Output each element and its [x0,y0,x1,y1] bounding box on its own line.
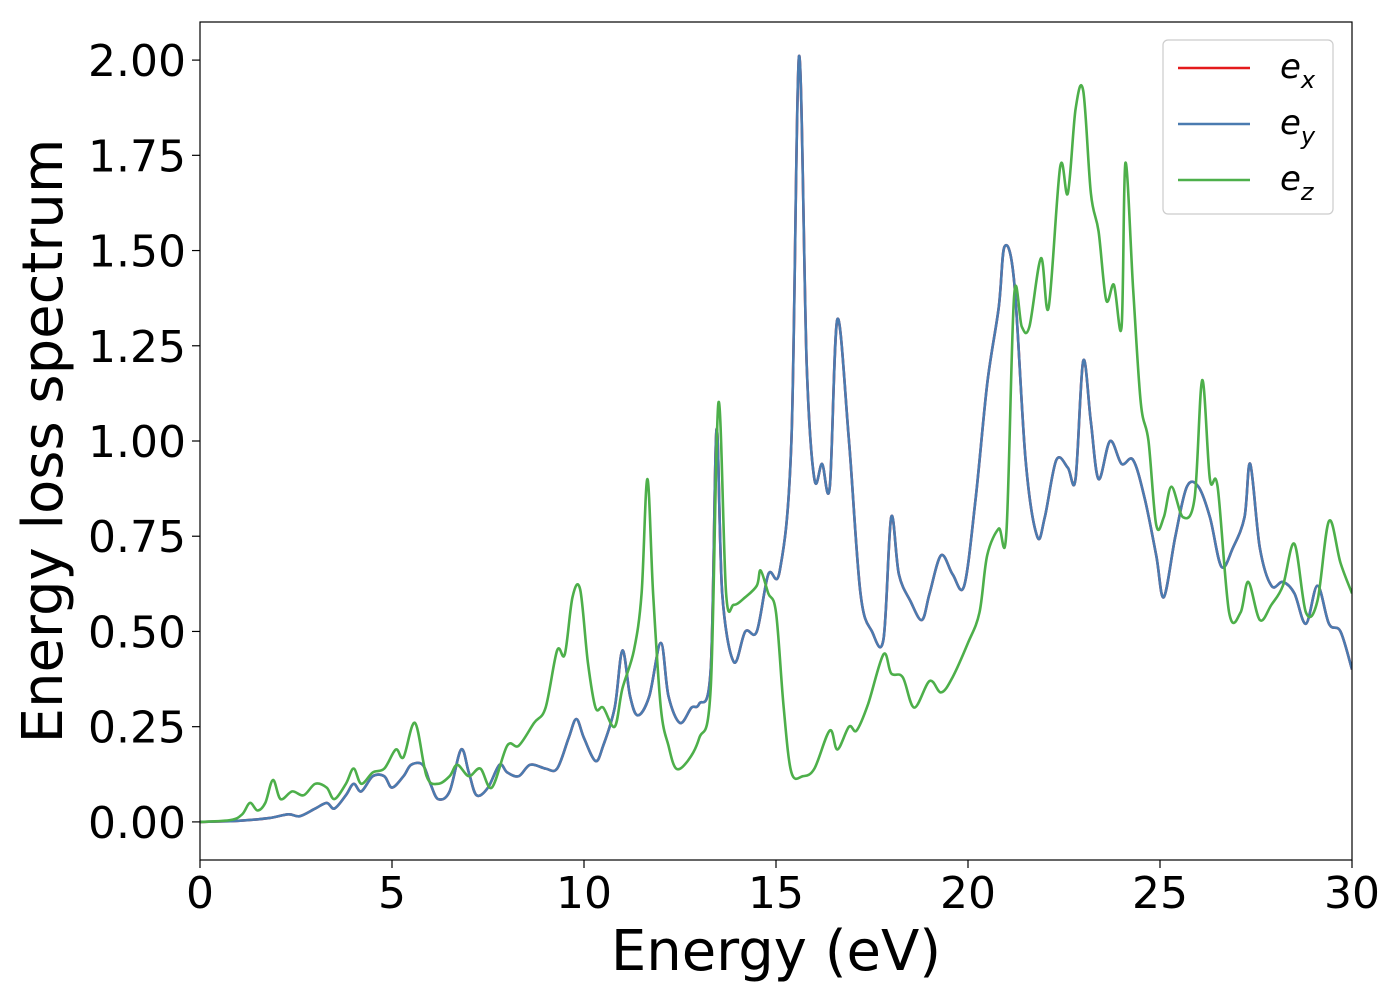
plot-area [200,22,1352,860]
y-axis: 0.00 0.25 0.50 0.75 1.00 1.25 1.50 1.75 2.00 [88,36,200,849]
y-tick-label: 1.00 [88,417,186,468]
y-axis-label: Energy loss spectrum [11,139,76,744]
legend-label-subscript: x [1300,66,1316,94]
y-tick-label: 1.75 [88,131,186,182]
y-tick-label: 1.50 [88,227,186,278]
x-tick-label: 5 [378,868,406,919]
legend-label-subscript: z [1300,178,1315,206]
legend-label: ey [1280,103,1316,150]
x-tick-label: 25 [1132,868,1188,919]
series-layer [200,54,1352,824]
legend-label-base: e [1280,47,1301,87]
x-tick-label: 0 [186,868,214,919]
y-tick-label: 0.00 [88,798,186,849]
legend-box [1162,39,1334,215]
x-axis-label: Energy (eV) [611,919,941,984]
x-tick-label: 20 [940,868,996,919]
x-axis: 0 5 10 15 20 25 30 [186,860,1380,919]
x-tick-label: 10 [556,868,612,919]
x-tick-label: 15 [748,868,804,919]
y-tick-label: 1.25 [88,322,186,373]
legend-label: ez [1280,159,1315,206]
legend-label-base: e [1280,103,1301,143]
y-tick-label: 0.50 [88,607,186,658]
legend-label-base: e [1280,159,1301,199]
y-tick-label: 2.00 [88,36,186,87]
y-tick-label: 0.75 [88,512,186,563]
legend-label-subscript: y [1300,122,1316,150]
legend-label: ex [1280,47,1316,94]
series-line-ey [200,54,1352,824]
series-line-ez [200,83,1352,824]
x-tick-label: 30 [1324,868,1380,919]
y-tick-label: 0.25 [88,703,186,754]
